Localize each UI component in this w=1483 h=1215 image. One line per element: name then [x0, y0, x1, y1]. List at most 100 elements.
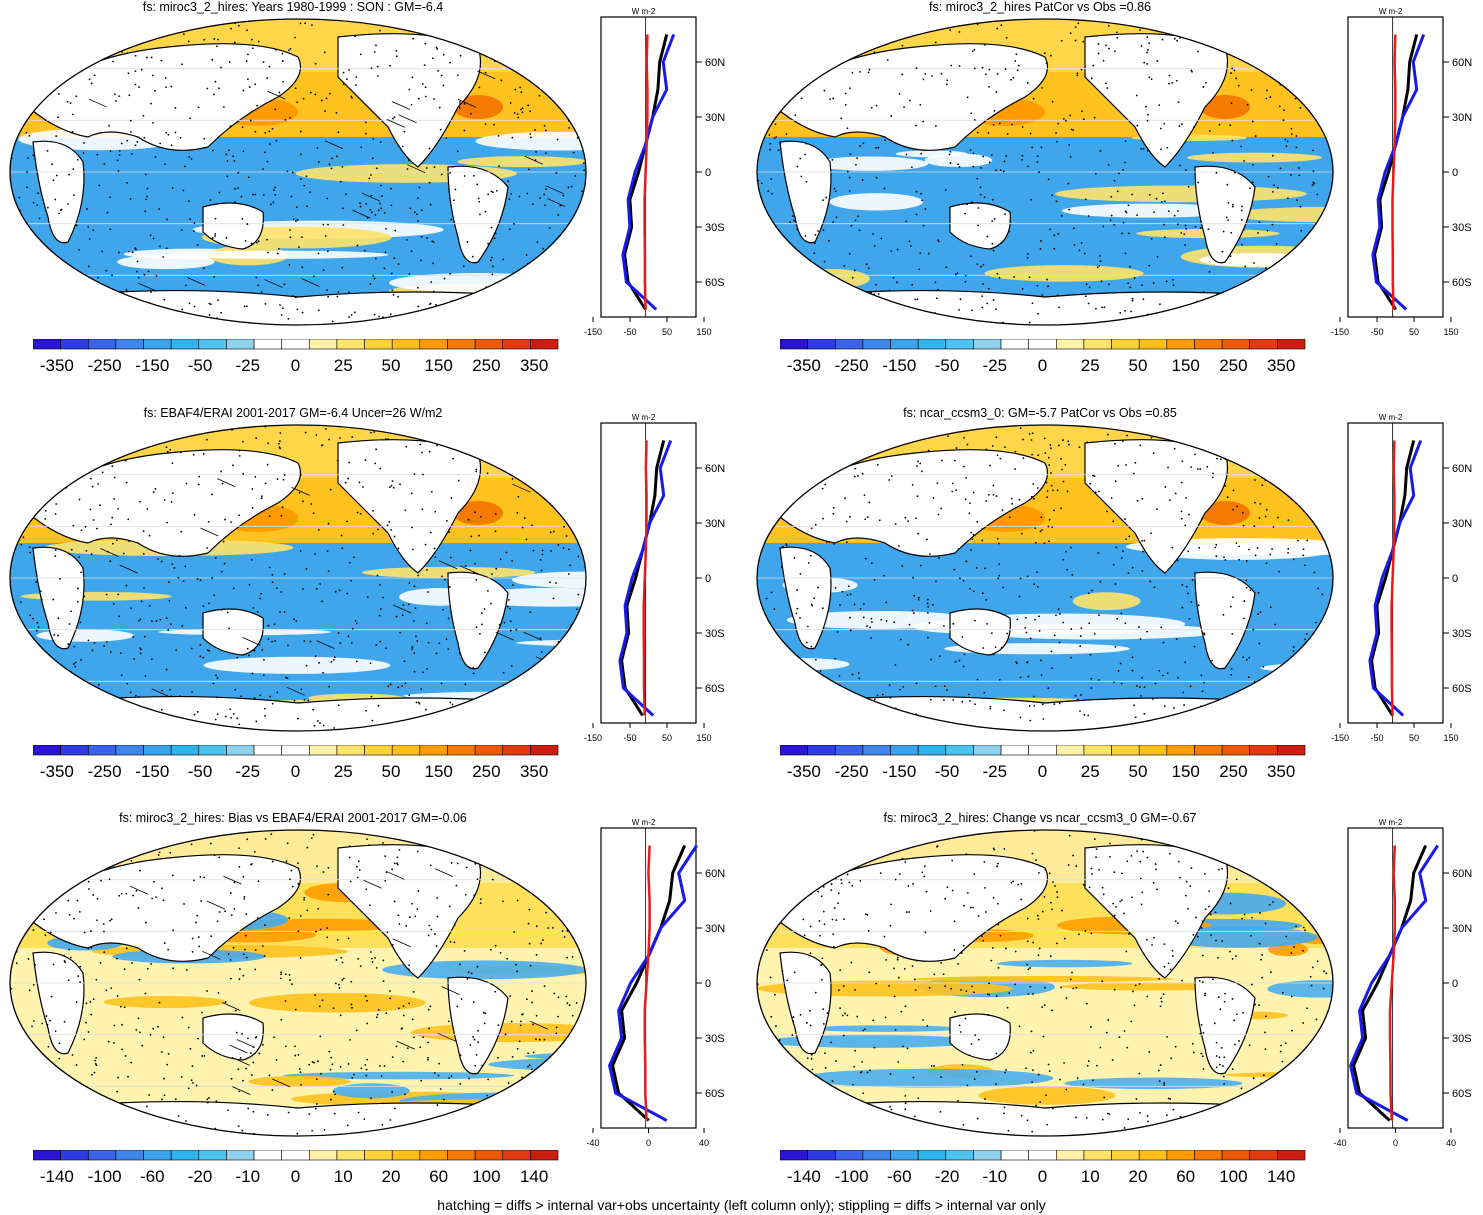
colorbar-label: -350 [787, 762, 821, 781]
profile-x-tick: 50 [662, 327, 672, 337]
profile-unit: W m-2 [632, 818, 656, 827]
map-p6 [755, 828, 1335, 1143]
colorbar-label: 150 [1171, 356, 1199, 375]
colorbar-label: -25 [235, 356, 260, 375]
colorbar-label: 350 [520, 356, 548, 375]
colorbar-label: 100 [1219, 1167, 1247, 1186]
colorbar-label: 150 [1171, 762, 1199, 781]
panel-title-p4: fs: ncar_ccsm3_0: GM=-5.7 PatCor vs Obs … [903, 406, 1177, 420]
profile-p4: W m-2 60N 30N 0 30S 60S -150 -50 50 150 [1330, 411, 1480, 761]
land-1 [779, 546, 832, 650]
colorbar-label: 150 [424, 762, 452, 781]
colorbar-label: 0 [291, 762, 300, 781]
colorbar-label: -25 [982, 762, 1007, 781]
land-0 [27, 449, 302, 557]
profile-line-blue [1349, 844, 1439, 1122]
profile-line-blue [1368, 439, 1423, 717]
map-svg-p3 [9, 424, 587, 732]
profile-lat-label: 30S [1452, 222, 1472, 234]
map-svg-p2 [756, 18, 1334, 326]
colorbar-label: 150 [424, 356, 452, 375]
profile-x-tick: 150 [1443, 327, 1458, 337]
map-p4 [755, 423, 1335, 738]
colorbar-p6: -140 -100 -60 -20 -10 0 10 20 60 100 140 [779, 1149, 1315, 1197]
colorbar-label: -140 [787, 1167, 821, 1186]
profile-x-tick: -50 [623, 733, 636, 743]
colorbar-label: -50 [935, 762, 960, 781]
profile-x-tick: -50 [1370, 733, 1383, 743]
profile-line-black [1352, 844, 1428, 1122]
map-border [756, 829, 1334, 1137]
colorbar-label: 0 [1038, 356, 1047, 375]
profile-lat-label: 60S [705, 683, 725, 695]
colorbar-label: -20 [935, 1167, 960, 1186]
land-1 [779, 140, 832, 244]
profile-x-tick: 50 [662, 733, 672, 743]
colorbar-label: 50 [1128, 356, 1147, 375]
profile-line-blue [1371, 33, 1426, 311]
profile-line-blue [621, 33, 676, 311]
land-2 [949, 608, 1011, 656]
profile-lat-label: 60S [705, 277, 725, 289]
colorbar-label: -50 [935, 356, 960, 375]
colorbar-label: 25 [334, 356, 353, 375]
land-1 [779, 951, 832, 1055]
profile-x-tick: 0 [646, 1138, 651, 1148]
colorbar-label: -50 [188, 356, 213, 375]
land-1 [32, 546, 85, 650]
colorbar-label: 250 [472, 762, 500, 781]
colorbar-label: 20 [381, 1167, 400, 1186]
land-4 [1194, 976, 1256, 1075]
profile-lat-label: 60N [1452, 57, 1472, 69]
profile-line-black [623, 34, 669, 311]
colorbar-label: 50 [1128, 762, 1147, 781]
land-0 [774, 854, 1049, 962]
land-4 [447, 165, 509, 264]
profile-x-tick: -150 [584, 327, 602, 337]
colorbar-label: -140 [40, 1167, 74, 1186]
profile-lat-label: 30N [1452, 923, 1472, 935]
profile-lat-label: 0 [705, 167, 711, 179]
profile-line-black [1370, 440, 1416, 717]
panel-title-p3: fs: EBAF4/ERAI 2001-2017 GM=-6.4 Uncer=2… [143, 406, 443, 420]
profile-lat-label: 0 [1452, 167, 1458, 179]
profile-lat-label: 60S [1452, 683, 1472, 695]
profile-lat-label: 30S [705, 1033, 725, 1045]
profile-x-tick: 0 [1393, 1138, 1398, 1148]
figure-footer-note: hatching = diffs > internal var+obs unce… [437, 1197, 1046, 1213]
colorbar-label: 0 [291, 356, 300, 375]
map-border [756, 424, 1334, 732]
profile-x-tick: 150 [696, 327, 711, 337]
colorbar-label: 25 [1081, 356, 1100, 375]
colorbar-p3: -350 -250 -150 -50 -25 0 25 50 150 250 350 [32, 744, 568, 792]
profile-line-blue [618, 439, 673, 717]
colorbar-label: -60 [140, 1167, 165, 1186]
map-p3 [8, 423, 588, 738]
colorbar-label: -10 [982, 1167, 1007, 1186]
land-2 [202, 1013, 264, 1061]
profile-p5: W m-2 60N 30N 0 30S 60S -40 0 40 [583, 816, 733, 1166]
profile-lat-label: 30S [705, 222, 725, 234]
land-2 [202, 202, 264, 250]
map-p1 [8, 17, 588, 332]
colorbar-label: -350 [787, 356, 821, 375]
profile-lat-label: 60N [705, 463, 725, 475]
profile-line-red [1391, 34, 1397, 310]
profile-x-tick: -150 [584, 733, 602, 743]
panel-title-p1: fs: miroc3_2_hires: Years 1980-1999 : SO… [142, 0, 444, 14]
colorbar-label: 250 [472, 356, 500, 375]
profile-line-blue [608, 844, 698, 1122]
colorbar-label: 140 [520, 1167, 548, 1186]
profile-line-red [1388, 845, 1397, 1121]
profile-line-red [642, 440, 648, 716]
profile-line-black [620, 440, 666, 717]
colorbar-label: 10 [1081, 1167, 1100, 1186]
land-4 [1194, 165, 1256, 264]
profile-lat-label: 30N [1452, 518, 1472, 530]
panel-title-p6: fs: miroc3_2_hires: Change vs ncar_ccsm3… [883, 811, 1197, 825]
profile-unit: W m-2 [1379, 7, 1403, 16]
map-border [9, 424, 587, 732]
profile-unit: W m-2 [632, 413, 656, 422]
colorbar-label: -150 [135, 762, 169, 781]
colorbar-label: -250 [88, 356, 122, 375]
